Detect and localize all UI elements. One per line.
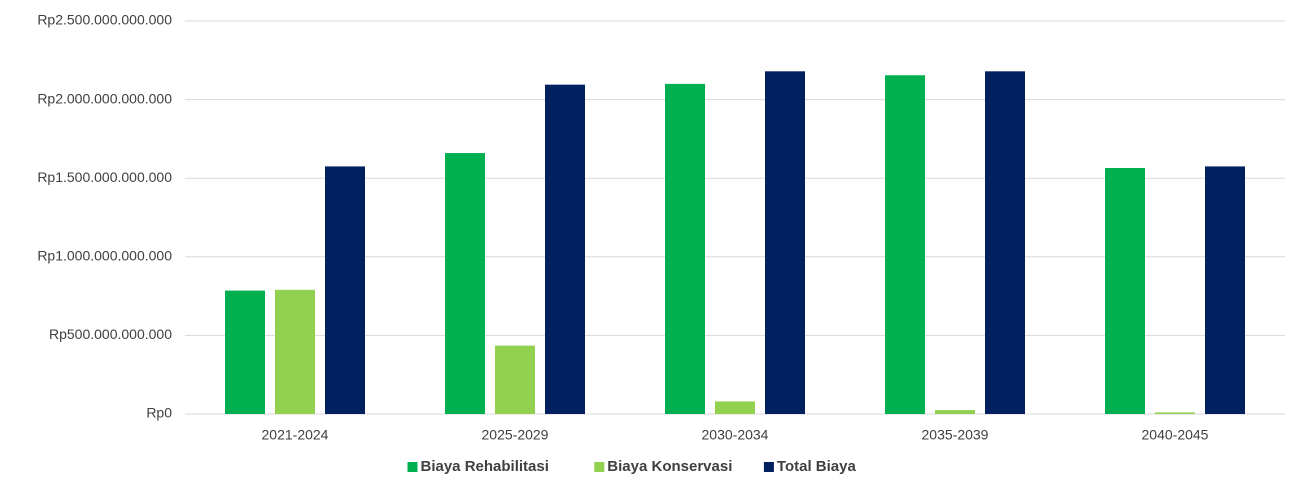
bar: [1105, 167, 1145, 414]
y-tick-label: Rp1.000.000.000.000: [37, 248, 172, 264]
bar: [275, 289, 315, 414]
x-tick-label: 2030-2034: [702, 427, 769, 443]
legend-swatch: [763, 462, 774, 472]
bar: [765, 71, 805, 414]
bar: [495, 345, 535, 414]
bar: [545, 84, 585, 414]
legend-label: Total Biaya: [777, 458, 857, 475]
bar: [445, 153, 485, 414]
legend-swatch: [407, 462, 418, 472]
bar: [325, 166, 365, 414]
x-tick-label: 2021-2024: [262, 427, 329, 443]
legend-swatch: [594, 462, 605, 472]
y-tick-label: Rp2.000.000.000.000: [37, 90, 172, 106]
bar: [985, 71, 1025, 414]
bar: [935, 410, 975, 414]
bar: [665, 83, 705, 414]
legend-label: Biaya Rehabilitasi: [421, 458, 549, 475]
y-tick-label: Rp2.500.000.000.000: [37, 12, 172, 28]
x-tick-label: 2040-2045: [1142, 427, 1209, 443]
bar: [1205, 166, 1245, 414]
y-tick-label: Rp0: [146, 405, 172, 421]
bar: [225, 290, 265, 414]
bar: [715, 401, 755, 414]
bar: [1155, 412, 1195, 414]
legend-label: Biaya Konservasi: [607, 458, 732, 475]
y-tick-label: Rp500.000.000.000: [49, 326, 172, 342]
x-tick-label: 2025-2029: [482, 427, 549, 443]
bar: [885, 75, 925, 414]
y-tick-label: Rp1.500.000.000.000: [37, 169, 172, 185]
x-tick-label: 2035-2039: [922, 427, 989, 443]
